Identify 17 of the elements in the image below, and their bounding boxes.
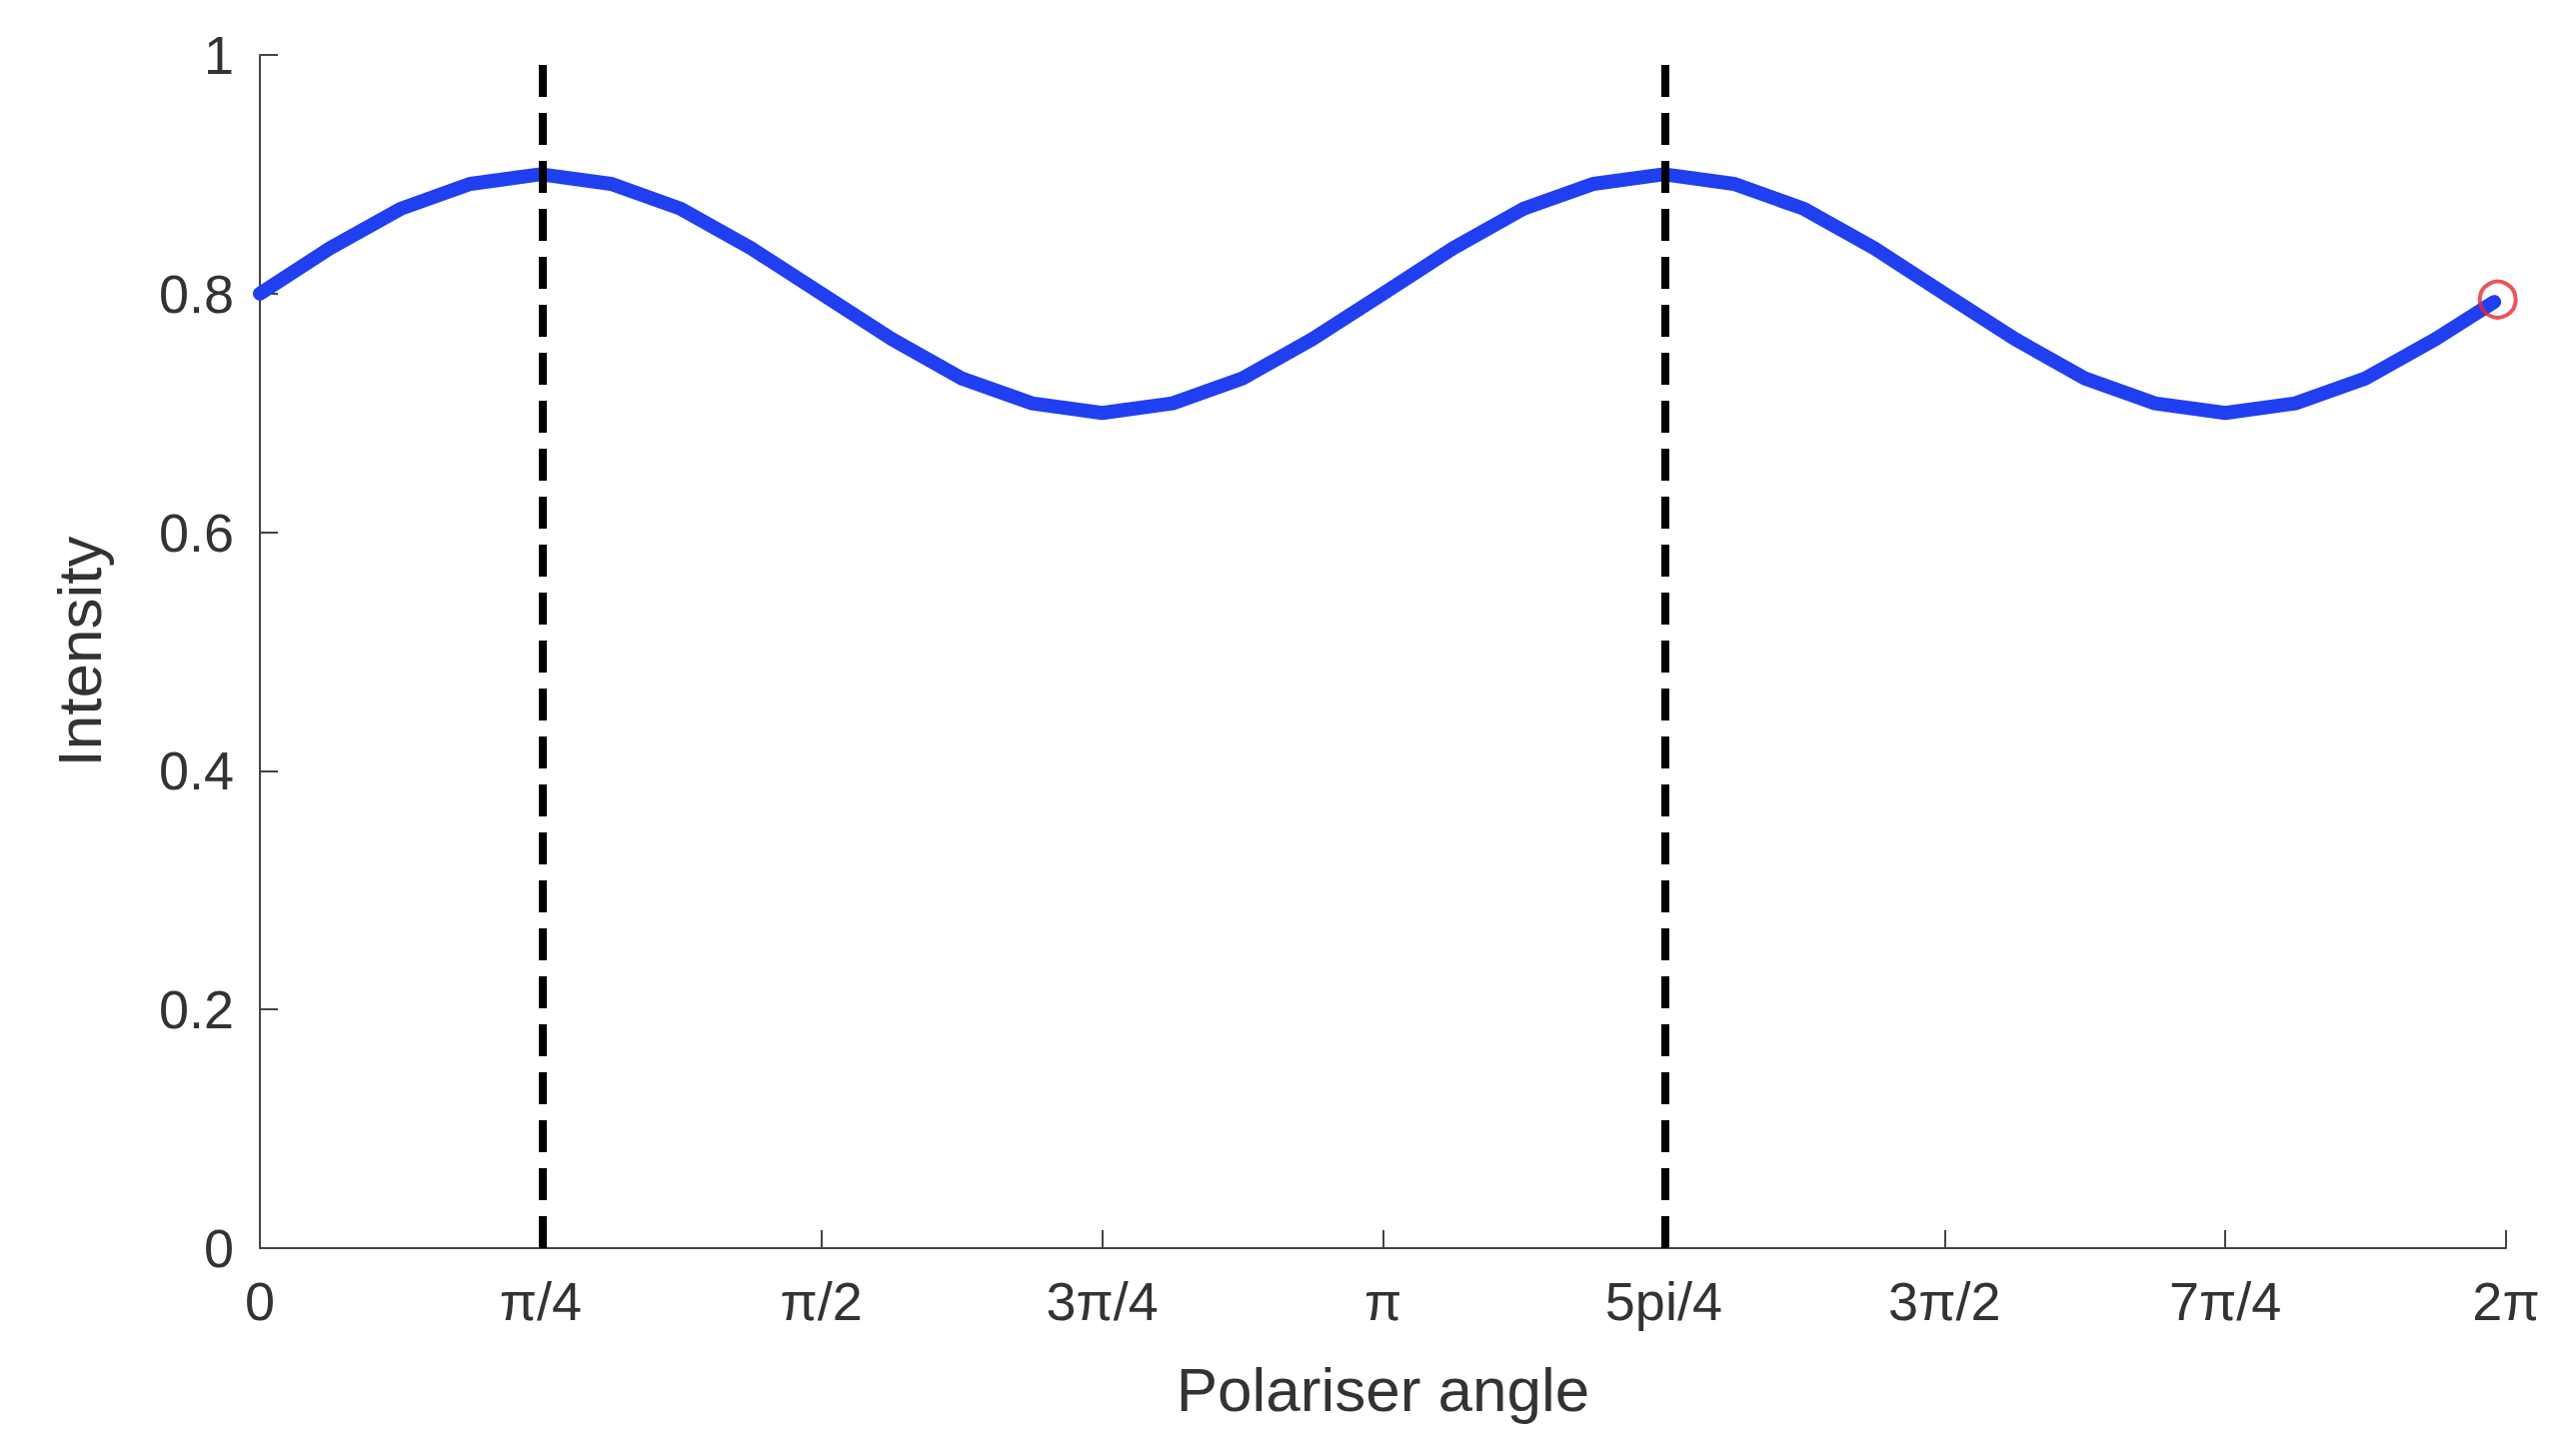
y-tick-label: 0.6 [158,502,234,563]
x-tick-label: 5pi/4 [1604,1271,1722,1331]
y-tick-label: 1 [203,25,234,85]
y-tick-label: 0 [203,1218,234,1278]
x-tick-label: 7π/4 [2168,1271,2282,1331]
y-axis-title: Intensity [44,536,114,767]
x-tick-label: π [1363,1271,1402,1331]
x-tick-label: π/4 [499,1271,583,1331]
y-tick-label: 0.8 [158,263,234,324]
x-tick-label: 2π [2472,1271,2540,1331]
y-tick-label: 0.2 [158,979,234,1040]
x-tick-label: π/2 [780,1271,863,1331]
x-tick-label: 0 [244,1271,276,1331]
x-axis-title: Polariser angle [1176,1354,1590,1424]
x-tick-label: 3π/4 [1046,1271,1159,1331]
x-tick-label: 3π/2 [1888,1271,2001,1331]
y-tick-label: 0.4 [158,740,234,801]
